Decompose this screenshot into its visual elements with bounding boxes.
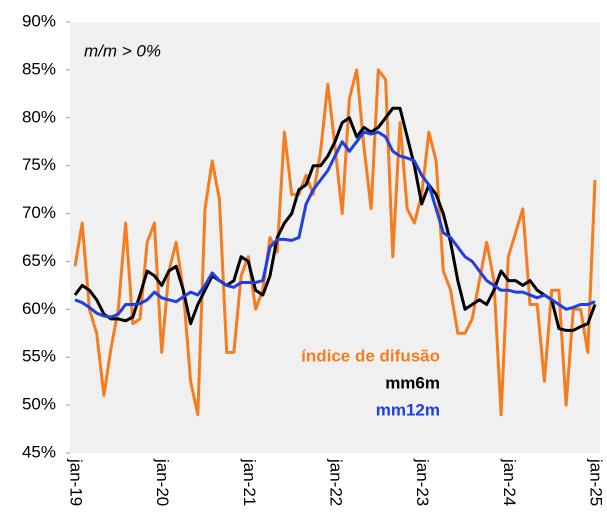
x-tick-label: jan-25 <box>587 458 606 506</box>
legend-entry: mm12m <box>376 400 440 419</box>
y-tick-label: 90% <box>22 11 56 30</box>
y-tick-label: 55% <box>22 347 56 366</box>
y-tick-label: 50% <box>22 395 56 414</box>
y-tick-label: 60% <box>22 299 56 318</box>
y-tick-label: 75% <box>22 155 56 174</box>
y-tick-label: 45% <box>22 442 56 461</box>
plot-area <box>70 22 600 453</box>
legend-entry: índice de difusão <box>301 346 440 365</box>
series-line <box>73 68 597 417</box>
x-tick-label: jan-19 <box>67 458 86 506</box>
y-tick-label: 65% <box>22 251 56 270</box>
x-tick-label: jan-20 <box>153 458 172 506</box>
x-tick-label: jan-21 <box>240 458 259 506</box>
series-line <box>74 130 596 319</box>
x-tick-label: jan-24 <box>500 458 519 506</box>
annotation: m/m > 0% <box>84 41 161 60</box>
x-tick-label: jan-23 <box>413 458 432 506</box>
legend-entry: mm6m <box>385 373 440 392</box>
y-tick-label: 85% <box>22 59 56 78</box>
y-tick-label: 80% <box>22 107 56 126</box>
x-tick-label: jan-22 <box>327 458 346 506</box>
y-tick-label: 70% <box>22 203 56 222</box>
series-line <box>73 106 597 332</box>
